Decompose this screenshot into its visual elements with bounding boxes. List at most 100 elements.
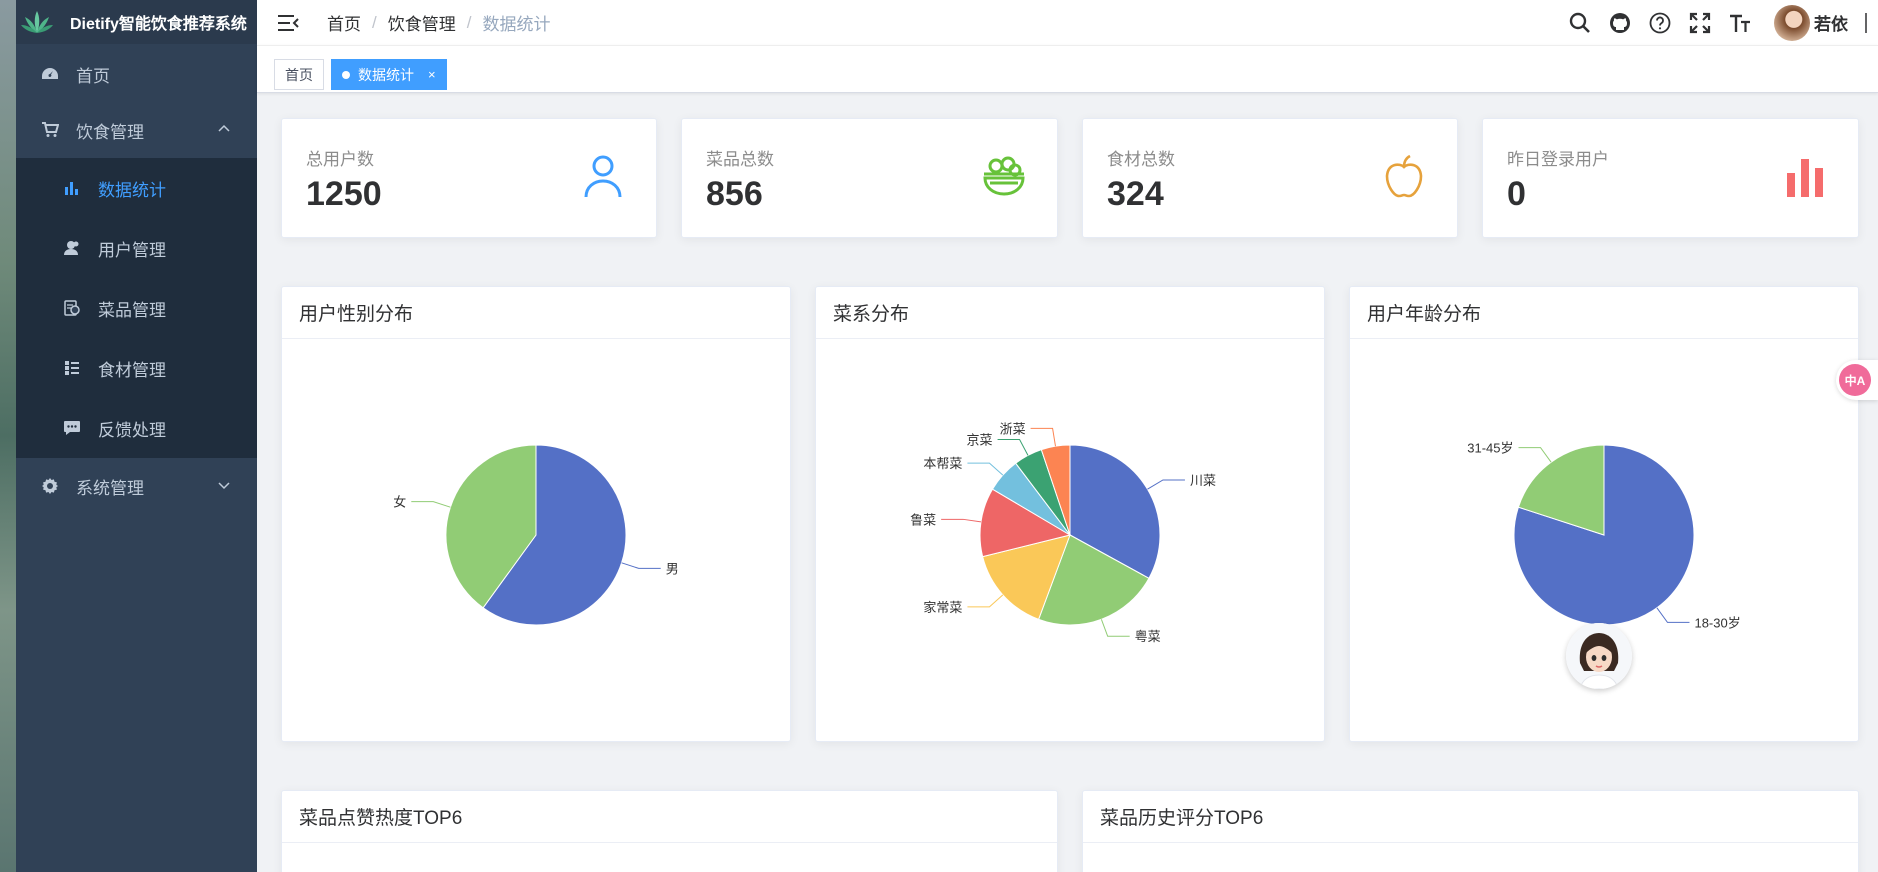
list-icon (62, 358, 82, 378)
chart-card-ratings-top6: 菜品历史评分TOP6 (1082, 790, 1859, 872)
chart-title: 菜品点赞热度TOP6 (282, 791, 1057, 843)
sidebar-item-system-management[interactable]: 系统管理 (16, 458, 257, 514)
pie-label: 18-30岁 (1694, 615, 1740, 630)
sidebar-item-label: 系统管理 (76, 478, 144, 498)
pie-label: 川菜 (1190, 473, 1216, 488)
chart-title: 菜品历史评分TOP6 (1083, 791, 1858, 843)
sidebar-item-home[interactable]: 首页 (16, 46, 257, 102)
breadcrumb-item-current: 数据统计 (482, 15, 551, 34)
avatar[interactable] (1774, 4, 1810, 41)
fullscreen-icon[interactable] (1688, 11, 1712, 35)
github-icon[interactable] (1608, 11, 1632, 35)
app-title: Dietify智能饮食推荐系统 (70, 16, 247, 33)
breadcrumb-item-diet[interactable]: 饮食管理 (387, 15, 456, 34)
pie-slice[interactable] (979, 488, 1072, 558)
pie-label-line (1030, 427, 1056, 447)
search-icon[interactable] (1568, 11, 1592, 35)
pie-label: 男 (666, 561, 679, 576)
pie-slice[interactable] (445, 444, 537, 609)
pie-label: 粤菜 (1135, 629, 1161, 644)
active-dot-icon (342, 70, 350, 79)
chart-title: 菜系分布 (816, 287, 1324, 339)
age-pie-chart: 18-30岁 31-45岁 (1467, 441, 1740, 631)
pie-label-line (1518, 447, 1552, 463)
lotus-logo-icon (21, 11, 53, 33)
bowl-icon (983, 156, 1025, 196)
tags-view: 首页 数据统计 × (257, 45, 1878, 93)
hamburger-icon[interactable] (277, 12, 299, 34)
font-size-icon[interactable] (1728, 11, 1752, 35)
stat-value: 1250 (306, 175, 382, 213)
pie-label-line (621, 562, 661, 569)
sidebar-item-label: 饮食管理 (76, 122, 144, 142)
breadcrumb-separator: / (372, 12, 377, 32)
tag-statistics[interactable]: 数据统计 × (331, 59, 447, 90)
close-icon[interactable]: × (428, 67, 436, 82)
sidebar-item-statistics[interactable]: 数据统计 (16, 158, 257, 218)
pie-label-line (1147, 479, 1185, 490)
help-icon[interactable] (1648, 11, 1672, 35)
pie-label: 女 (393, 495, 406, 510)
chart-card-likes-top6: 菜品点赞热度TOP6 (281, 790, 1058, 872)
tag-label: 首页 (285, 66, 313, 83)
pie-label-line (941, 518, 982, 523)
sidebar-item-users[interactable]: 用户管理 (16, 218, 257, 278)
breadcrumb-item-home[interactable]: 首页 (327, 15, 361, 34)
chart-title: 用户性别分布 (282, 287, 790, 339)
pie-slice[interactable] (1037, 534, 1150, 626)
pie-label-line (967, 462, 1004, 476)
pie-slice[interactable] (1517, 444, 1605, 536)
pie-label: 本帮菜 (923, 456, 962, 471)
background-strip (0, 0, 16, 872)
pie-label: 31-45岁 (1467, 441, 1513, 456)
sidebar-item-label: 数据统计 (98, 180, 166, 200)
stat-label: 菜品总数 (706, 150, 774, 169)
stat-card-total-ingredients: 食材总数 324 (1082, 118, 1458, 238)
stat-card-total-users: 总用户数 1250 (281, 118, 657, 238)
stat-label: 昨日登录用户 (1507, 150, 1609, 169)
sidebar: Dietify智能饮食推荐系统 首页 饮食管理 数据统计 用户管理 (16, 0, 257, 872)
pie-label-line (1100, 619, 1130, 637)
gender-pie-chart: 男女 (393, 444, 679, 626)
logo[interactable]: Dietify智能饮食推荐系统 (16, 0, 257, 44)
stat-card-total-dishes: 菜品总数 856 (681, 118, 1058, 238)
pie-label: 京菜 (967, 432, 993, 447)
tag-home[interactable]: 首页 (274, 59, 324, 90)
sidebar-item-feedback[interactable]: 反馈处理 (16, 398, 257, 458)
sidebar-item-dishes[interactable]: 菜品管理 (16, 278, 257, 338)
submenu-diet-management: 数据统计 用户管理 菜品管理 食材管理 反馈处理 (16, 158, 257, 458)
chevron-down-icon[interactable] (1862, 11, 1870, 35)
pie-label: 鲁菜 (910, 512, 936, 527)
stat-value: 0 (1507, 175, 1526, 213)
chart-card-age: 用户年龄分布 18-30岁 31-45岁 (1349, 286, 1859, 742)
pie-label-line (1656, 607, 1690, 623)
stat-label: 总用户数 (306, 150, 374, 169)
pie-label-line (967, 594, 1004, 608)
assistant-avatar[interactable] (1566, 623, 1632, 689)
sidebar-item-label: 用户管理 (98, 240, 166, 260)
navbar: 首页 / 饮食管理 / 数据统计 若依 (257, 0, 1878, 45)
dashboard-icon (40, 64, 60, 84)
sidebar-item-diet-management[interactable]: 饮食管理 (16, 102, 257, 158)
sidebar-item-label: 反馈处理 (98, 420, 166, 440)
stat-value: 324 (1107, 175, 1164, 213)
pie-slice[interactable] (482, 444, 627, 626)
chart-card-gender: 用户性别分布 男女 (281, 286, 791, 742)
username[interactable]: 若依 (1814, 15, 1848, 34)
stat-value: 856 (706, 175, 763, 213)
gear-icon (40, 476, 60, 496)
pie-label: 浙菜 (1000, 421, 1026, 436)
sidebar-item-label: 食材管理 (98, 360, 166, 380)
breadcrumb-separator: / (466, 12, 472, 32)
translate-badge[interactable]: 中A (1836, 360, 1878, 400)
tag-label: 数据统计 (358, 66, 414, 83)
user-icon (584, 155, 622, 198)
chart-card-cuisine: 菜系分布 川菜 粤菜 家常菜 鲁菜 本帮菜 京菜 浙菜 (815, 286, 1325, 742)
cart-icon (40, 120, 60, 140)
apple-icon (1385, 154, 1423, 198)
sidebar-item-label: 首页 (76, 66, 110, 86)
stat-card-yesterday-logins: 昨日登录用户 0 (1482, 118, 1859, 238)
sidebar-item-ingredients[interactable]: 食材管理 (16, 338, 257, 398)
sidebar-item-label: 菜品管理 (98, 300, 166, 320)
